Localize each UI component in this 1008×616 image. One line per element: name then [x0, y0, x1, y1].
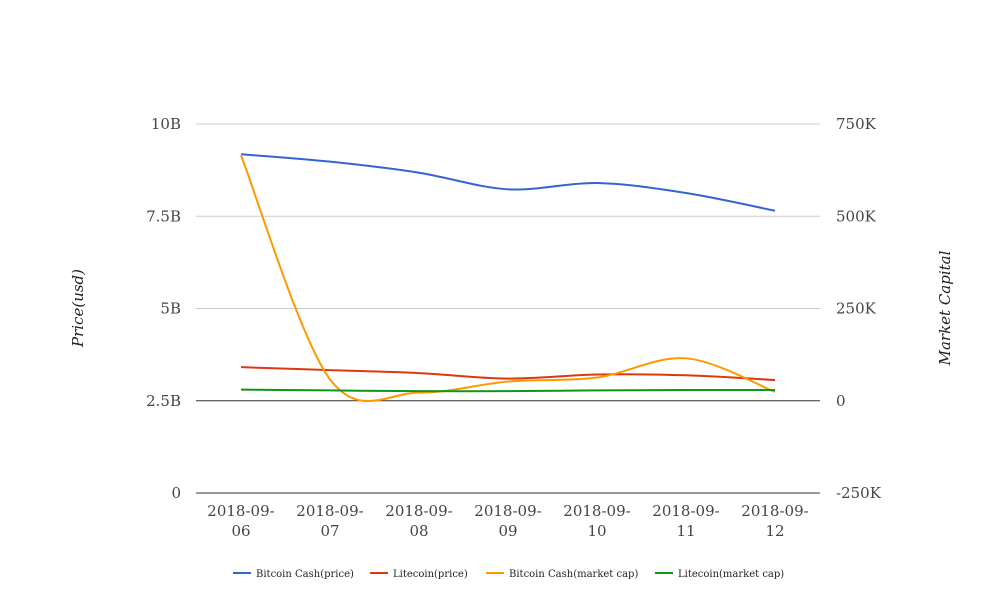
x-tick-label: 2018-09-08: [385, 502, 452, 540]
x-tick-label: 2018-09-09: [474, 502, 541, 540]
legend-label: Litecoin(market cap): [678, 569, 784, 580]
x-tick-label: 2018-09-11: [652, 502, 719, 540]
right-tick-label: 250K: [836, 300, 877, 318]
legend-item: Bitcoin Cash(price): [233, 569, 354, 580]
left-tick-label: 7.5B: [146, 207, 181, 225]
right-tick-label: 500K: [836, 207, 877, 225]
series-line-litecoin-price: [240, 366, 776, 382]
left-tick-label: 10B: [151, 115, 181, 133]
legend-item: Litecoin(price): [370, 569, 468, 580]
legend-label: Litecoin(price): [393, 569, 468, 580]
right-axis-title: Market Capital: [936, 250, 954, 366]
legend-item: Bitcoin Cash(market cap): [486, 569, 638, 580]
right-tick-label: 750K: [836, 115, 877, 133]
series-line-litecoin-market-cap: [240, 388, 776, 393]
x-axis-ticks: 2018-09-06 2018-09-07 2018-09-08 2018-09-09…: [207, 502, 808, 540]
x-tick-label: 2018-09-10: [563, 502, 630, 540]
series-lines: [240, 153, 776, 403]
right-axis-ticks: -250K 0 250K 500K 750K: [836, 115, 882, 502]
legend-label: Bitcoin Cash(market cap): [509, 569, 638, 580]
series-line-bitcoin-cash-price: [240, 153, 776, 212]
left-axis-title: Price(usd): [69, 269, 87, 348]
left-axis-ticks: 0 2.5B 5B 7.5B 10B: [146, 115, 181, 502]
x-tick-label: 2018-09-06: [207, 502, 274, 540]
x-tick-label: 2018-09-07: [296, 502, 363, 540]
gridlines: [196, 123, 820, 494]
left-tick-label: 0: [171, 484, 181, 502]
left-tick-label: 2.5B: [146, 392, 181, 410]
legend: Bitcoin Cash(price) Litecoin(price) Bitcoi…: [233, 569, 784, 580]
legend-item: Litecoin(market cap): [655, 569, 784, 580]
x-tick-label: 2018-09-12: [741, 502, 808, 540]
series-line-bitcoin-cash-market-cap: [240, 154, 776, 403]
left-tick-label: 5B: [160, 300, 181, 318]
right-tick-label: 0: [836, 392, 846, 410]
right-tick-label: -250K: [836, 484, 882, 502]
legend-label: Bitcoin Cash(price): [256, 569, 354, 580]
